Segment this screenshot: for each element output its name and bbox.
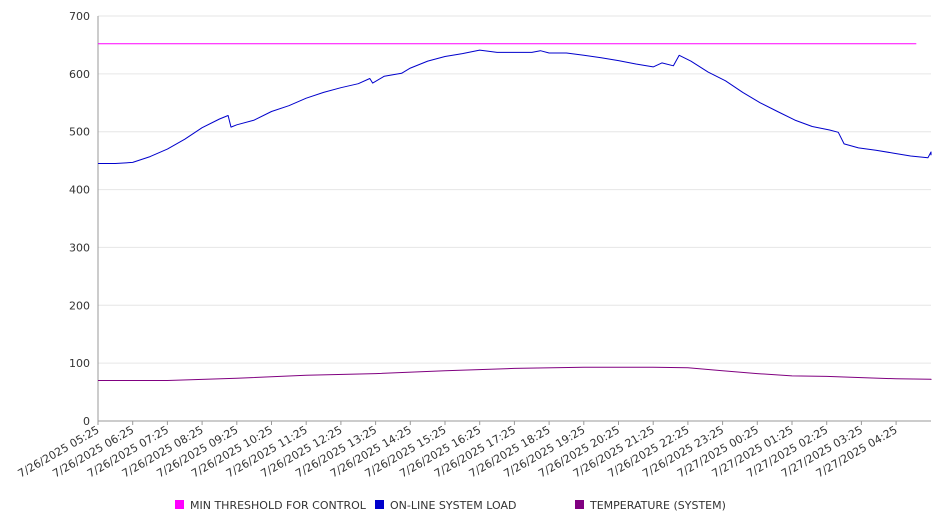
x-axis-tick-labels: 7/26/2025 05:257/26/2025 06:257/26/2025 …	[16, 423, 900, 480]
y-tick-label-0: 0	[83, 415, 90, 428]
y-tick-label-200: 200	[69, 299, 90, 312]
series-lines	[98, 43, 932, 381]
y-tick-label-300: 300	[69, 241, 90, 254]
legend-item-temperature[interactable]: TEMPERATURE (SYSTEM)	[575, 499, 726, 512]
y-tick-label-400: 400	[69, 184, 90, 197]
grid-lines	[98, 15, 931, 364]
series-line-temperature-system	[98, 366, 932, 381]
legend-item-online-system-load[interactable]: ON-LINE SYSTEM LOAD	[375, 499, 516, 512]
legend-swatch-temperature	[575, 500, 584, 509]
axes	[97, 16, 931, 425]
legend-swatch-min-threshold	[175, 500, 184, 509]
legend-label-min-threshold: MIN THRESHOLD FOR CONTROL	[190, 499, 367, 512]
series-line-on-line-system-load	[98, 49, 932, 164]
legend-label-online-system-load: ON-LINE SYSTEM LOAD	[390, 499, 516, 512]
legend: MIN THRESHOLD FOR CONTROL ON-LINE SYSTEM…	[175, 499, 726, 512]
legend-label-temperature: TEMPERATURE (SYSTEM)	[589, 499, 726, 512]
y-tick-label-100: 100	[69, 357, 90, 370]
y-tick-label-500: 500	[69, 126, 90, 139]
legend-swatch-online-system-load	[375, 500, 384, 509]
y-tick-label-700: 700	[69, 10, 90, 23]
y-tick-label-600: 600	[69, 68, 90, 81]
y-axis-tick-labels: 0 100 200 300 400 500 600 700	[69, 10, 90, 428]
legend-item-min-threshold[interactable]: MIN THRESHOLD FOR CONTROL	[175, 499, 367, 512]
